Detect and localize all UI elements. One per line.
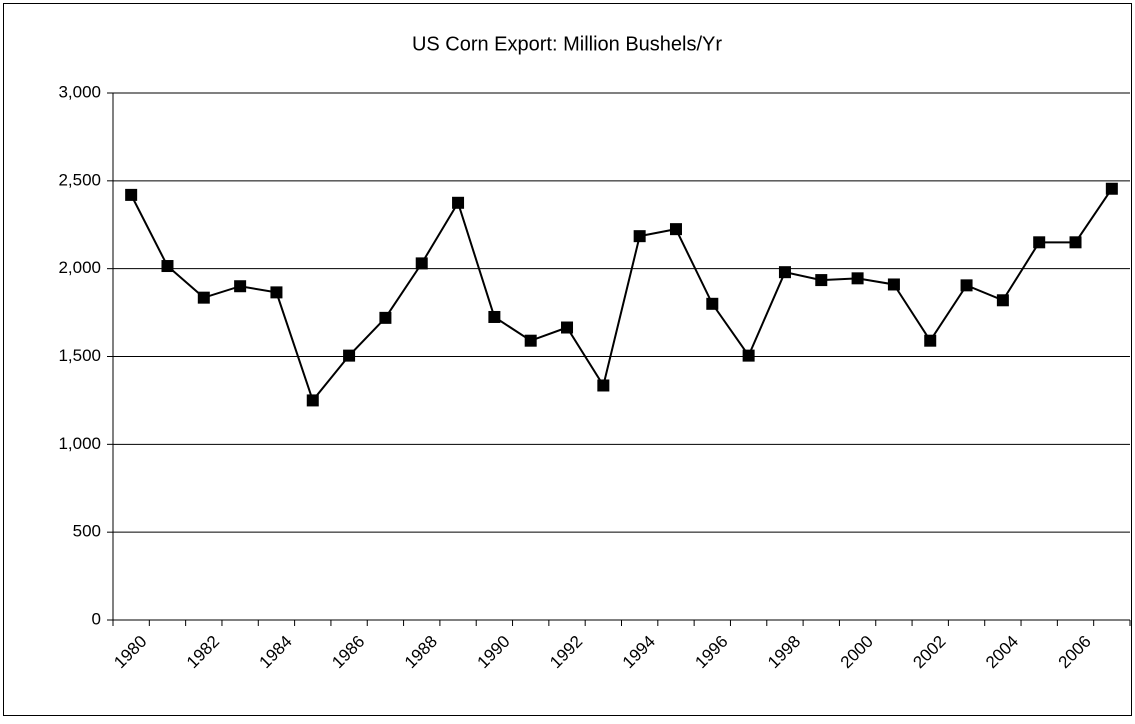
data-marker: [960, 279, 973, 292]
y-tick-label: 2,500: [58, 170, 101, 189]
data-marker: [488, 310, 501, 323]
chart-border: [3, 3, 1132, 716]
data-marker: [996, 294, 1009, 307]
y-tick-label: 3,000: [58, 82, 101, 101]
data-marker: [1069, 236, 1082, 249]
chart-title: US Corn Export: Million Bushels/Yr: [412, 33, 722, 55]
data-marker: [815, 274, 828, 287]
data-marker: [415, 257, 428, 270]
data-marker: [887, 278, 900, 291]
data-marker: [125, 188, 138, 201]
data-marker: [706, 297, 719, 310]
y-tick-label: 2,000: [58, 258, 101, 277]
data-marker: [561, 321, 574, 334]
data-marker: [778, 266, 791, 279]
data-marker: [379, 311, 392, 324]
data-marker: [597, 379, 610, 392]
data-marker: [1033, 236, 1046, 249]
y-tick-label: 1,500: [58, 346, 101, 365]
y-tick-label: 500: [73, 522, 101, 541]
data-marker: [669, 223, 682, 236]
data-marker: [742, 349, 755, 362]
data-marker: [633, 230, 646, 243]
series-line: [130, 188, 1113, 403]
y-tick-label: 1,000: [58, 434, 101, 453]
y-tick-label: 0: [92, 609, 101, 628]
data-marker: [161, 260, 174, 273]
data-marker: [306, 394, 319, 407]
data-marker: [851, 272, 864, 285]
data-marker: [197, 291, 210, 304]
data-marker: [1105, 182, 1118, 195]
data-marker: [524, 334, 537, 347]
data-marker: [270, 286, 283, 299]
data-marker: [452, 196, 465, 209]
data-marker: [924, 334, 937, 347]
data-marker: [234, 280, 247, 293]
data-marker: [343, 349, 356, 362]
